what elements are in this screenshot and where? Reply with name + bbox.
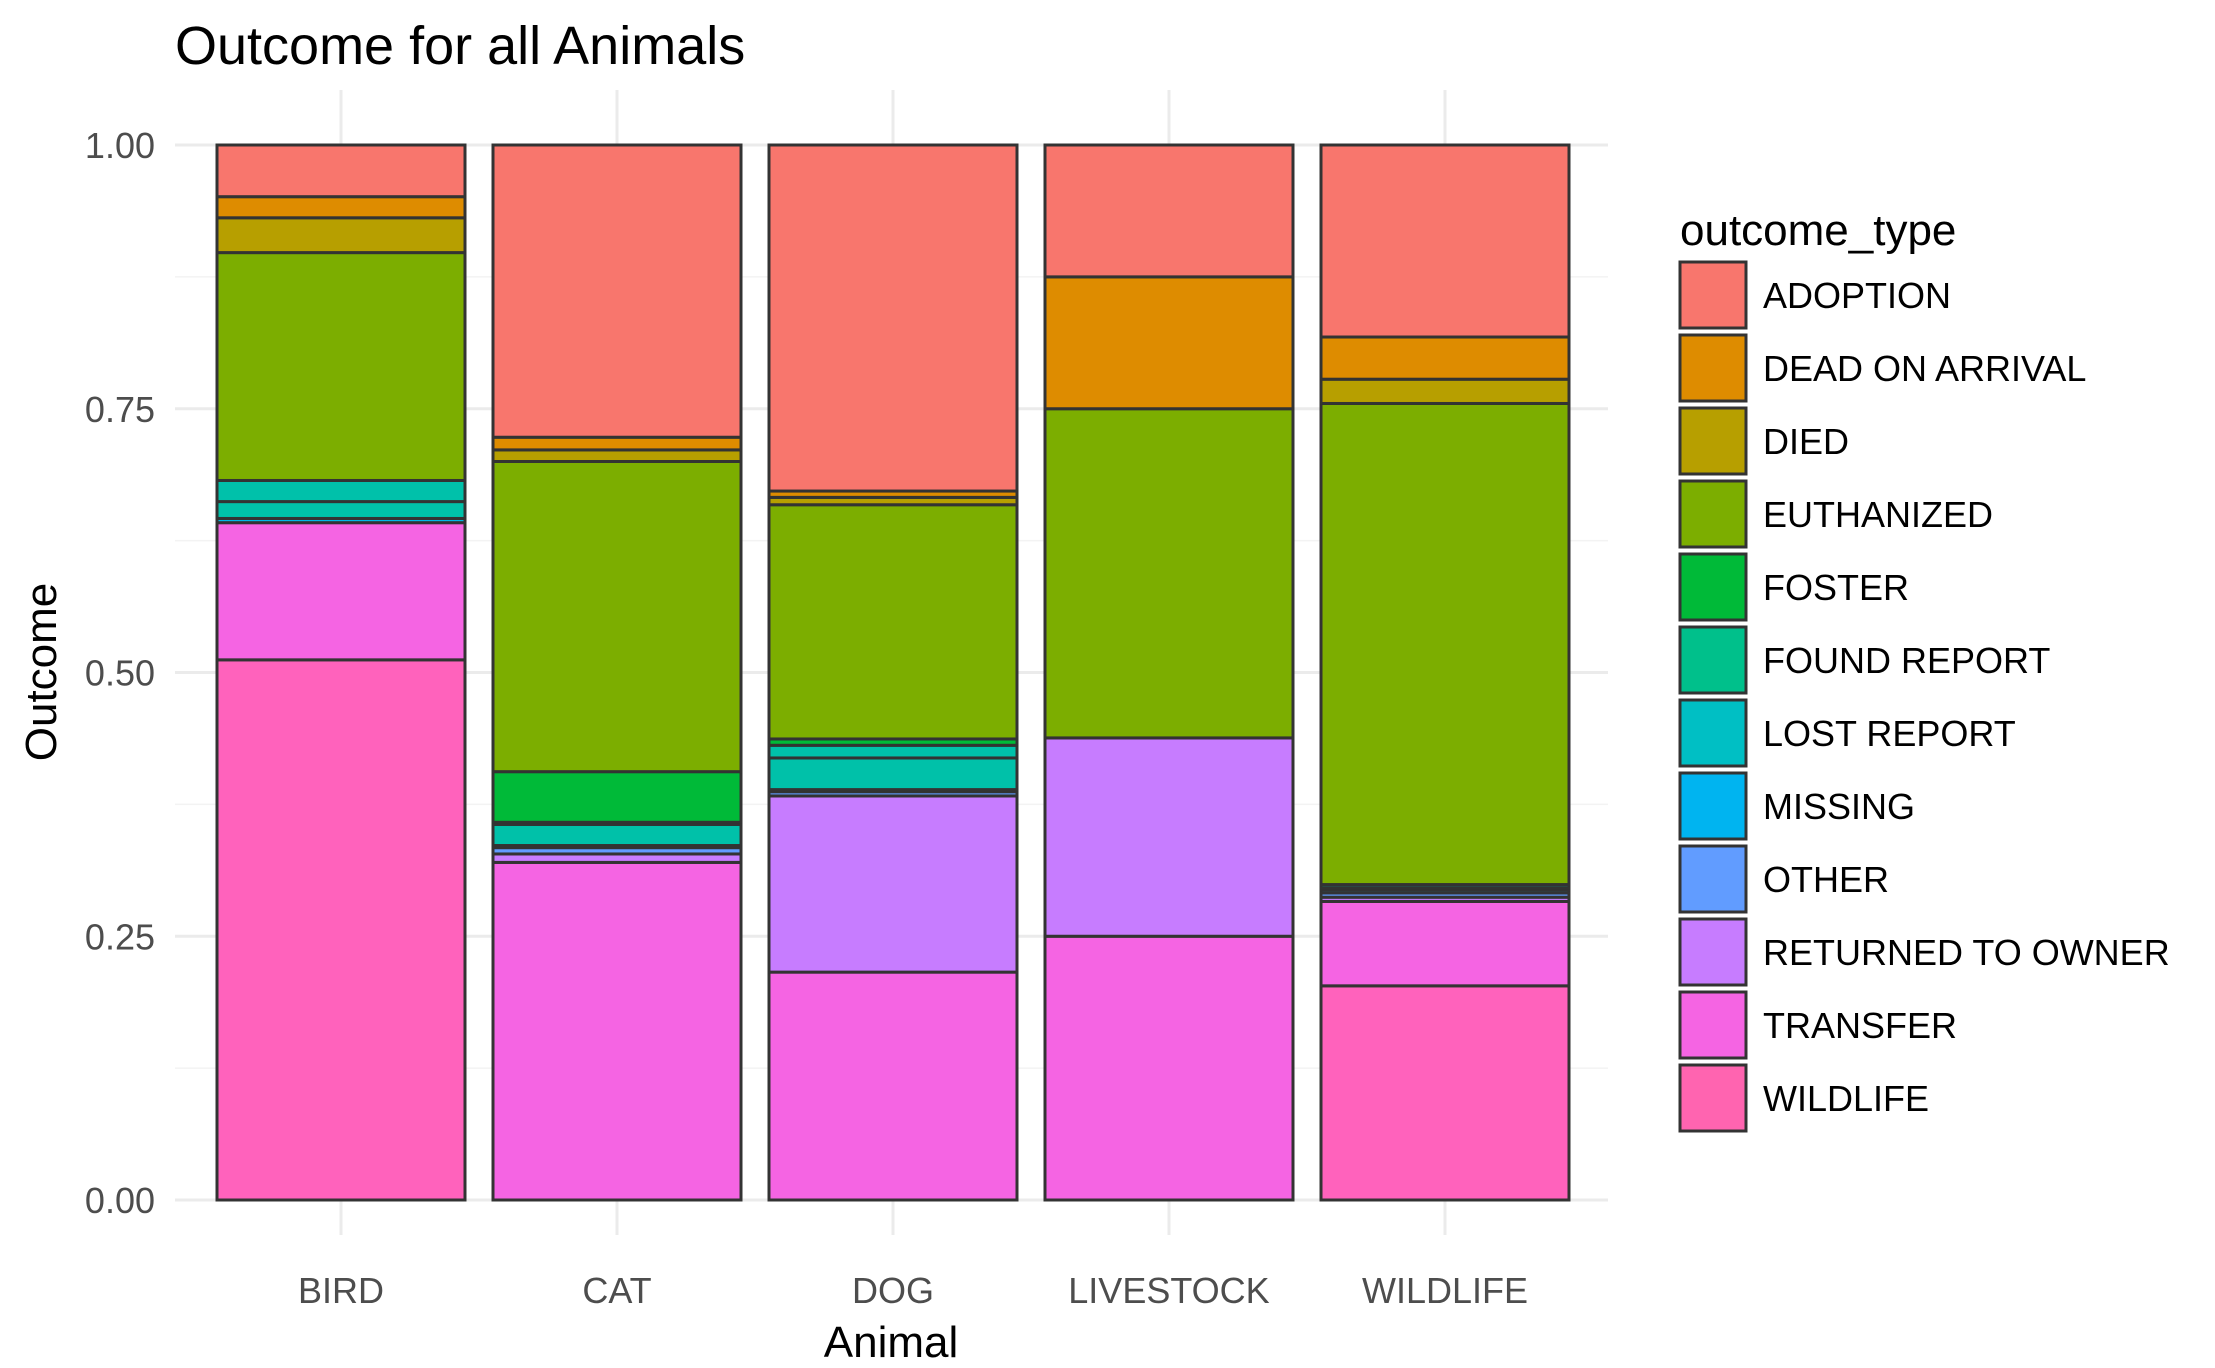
bar-segment-bird-found-report bbox=[215, 478, 467, 504]
legend-swatch bbox=[1678, 917, 1748, 987]
bar-segment-cat-transfer bbox=[491, 860, 743, 1202]
bar-segment-dog-adoption bbox=[767, 143, 1019, 493]
chart-title: Outcome for all Animals bbox=[175, 16, 745, 76]
legend-item-wildlife: WILDLIFE bbox=[1678, 1063, 1929, 1133]
bar-segment-dog-lost-report bbox=[767, 756, 1019, 792]
bar-segment-wildlife-transfer bbox=[1319, 899, 1571, 988]
bar-dog bbox=[767, 143, 1019, 1202]
legend-item-foster: FOSTER bbox=[1678, 552, 1909, 622]
x-tick-label: WILDLIFE bbox=[1362, 1270, 1528, 1311]
legend-label: EUTHANIZED bbox=[1763, 494, 1993, 535]
legend-label: LOST REPORT bbox=[1763, 713, 2016, 754]
legend-label: DIED bbox=[1763, 421, 1849, 462]
legend-swatch bbox=[1678, 479, 1748, 549]
bar-segment-cat-adoption bbox=[491, 143, 743, 439]
bar-segment-wildlife-wildlife bbox=[1319, 984, 1571, 1202]
legend-item-lost-report: LOST REPORT bbox=[1678, 698, 2016, 768]
bar-segment-livestock-dead-on-arrival bbox=[1043, 275, 1295, 411]
bar-segment-cat-foster bbox=[491, 770, 743, 824]
legend-label: WILDLIFE bbox=[1763, 1078, 1929, 1119]
legend-swatch bbox=[1678, 260, 1748, 330]
legend-item-adoption: ADOPTION bbox=[1678, 260, 1951, 330]
legend-item-other: OTHER bbox=[1678, 844, 1889, 914]
bar-segment-dog-transfer bbox=[767, 970, 1019, 1202]
legend-swatch bbox=[1678, 990, 1748, 1060]
legend-item-dead-on-arrival: DEAD ON ARRIVAL bbox=[1678, 333, 2086, 403]
y-axis-title: Outcome bbox=[17, 583, 66, 762]
bar-bird bbox=[215, 143, 467, 1202]
bar-segment-dog-found-report bbox=[767, 743, 1019, 760]
bar-wildlife bbox=[1319, 143, 1571, 1202]
legend-label: TRANSFER bbox=[1763, 1005, 1957, 1046]
legend-label: MISSING bbox=[1763, 786, 1915, 827]
x-axis-ticks: BIRD CAT DOG LIVESTOCK WILDLIFE bbox=[298, 1270, 1528, 1311]
bar-segment-bird-euthanized bbox=[215, 251, 467, 482]
legend-label: ADOPTION bbox=[1763, 275, 1951, 316]
legend-swatch bbox=[1678, 698, 1748, 768]
legend-label: FOSTER bbox=[1763, 567, 1909, 608]
bar-segment-bird-wildlife bbox=[215, 658, 467, 1202]
bar-segment-wildlife-adoption bbox=[1319, 143, 1571, 339]
bar-segment-bird-lost-report bbox=[215, 500, 467, 520]
bar-segment-dog-returned-to-owner bbox=[767, 794, 1019, 974]
y-tick-label: 1.00 bbox=[85, 125, 155, 166]
bar-segment-dog-euthanized bbox=[767, 503, 1019, 741]
y-tick-label: 0.75 bbox=[85, 389, 155, 430]
legend-item-transfer: TRANSFER bbox=[1678, 990, 1957, 1060]
legend-swatch bbox=[1678, 1063, 1748, 1133]
legend-title: outcome_type bbox=[1680, 206, 1956, 255]
legend-item-died: DIED bbox=[1678, 406, 1849, 476]
bar-segment-cat-euthanized bbox=[491, 460, 743, 774]
x-tick-label: CAT bbox=[582, 1270, 651, 1311]
x-axis-title: Animal bbox=[824, 1318, 959, 1367]
legend: outcome_type ADOPTION DEAD ON ARRIVAL DIED… bbox=[1678, 206, 2170, 1133]
bar-segment-cat-dead-on-arrival bbox=[491, 435, 743, 452]
legend-swatch bbox=[1678, 552, 1748, 622]
y-axis-ticks: 0.00 0.25 0.50 0.75 1.00 bbox=[85, 125, 155, 1221]
y-tick-label: 0.25 bbox=[85, 916, 155, 957]
bar-segment-livestock-adoption bbox=[1043, 143, 1295, 279]
bar-livestock bbox=[1043, 143, 1295, 1202]
legend-swatch bbox=[1678, 771, 1748, 841]
bar-segment-bird-adoption bbox=[215, 143, 467, 199]
bar-segment-wildlife-died bbox=[1319, 377, 1571, 405]
bar-segment-livestock-euthanized bbox=[1043, 407, 1295, 740]
y-tick-label: 0.00 bbox=[85, 1180, 155, 1221]
bar-segment-bird-dead-on-arrival bbox=[215, 195, 467, 220]
legend-item-found-report: FOUND REPORT bbox=[1678, 625, 2050, 695]
bars bbox=[215, 143, 1571, 1202]
x-tick-label: DOG bbox=[852, 1270, 934, 1311]
legend-items: ADOPTION DEAD ON ARRIVAL DIED EUTHANIZED FOS… bbox=[1678, 260, 2170, 1133]
legend-item-returned-to-owner: RETURNED TO OWNER bbox=[1678, 917, 2170, 987]
legend-swatch bbox=[1678, 844, 1748, 914]
legend-item-missing: MISSING bbox=[1678, 771, 1915, 841]
bar-segment-livestock-transfer bbox=[1043, 934, 1295, 1202]
legend-swatch bbox=[1678, 406, 1748, 476]
legend-item-euthanized: EUTHANIZED bbox=[1678, 479, 1993, 549]
bar-segment-livestock-returned-to-owner bbox=[1043, 736, 1295, 938]
y-tick-label: 0.50 bbox=[85, 653, 155, 694]
bar-segment-cat-died bbox=[491, 448, 743, 463]
bar-segment-wildlife-dead-on-arrival bbox=[1319, 335, 1571, 381]
x-tick-label: BIRD bbox=[298, 1270, 384, 1311]
bar-segment-bird-transfer bbox=[215, 521, 467, 662]
legend-label: OTHER bbox=[1763, 859, 1889, 900]
legend-label: DEAD ON ARRIVAL bbox=[1763, 348, 2086, 389]
legend-label: RETURNED TO OWNER bbox=[1763, 932, 2170, 973]
bar-segment-wildlife-euthanized bbox=[1319, 401, 1571, 887]
bar-segment-bird-died bbox=[215, 216, 467, 255]
legend-swatch bbox=[1678, 625, 1748, 695]
bar-cat bbox=[491, 143, 743, 1202]
legend-swatch bbox=[1678, 333, 1748, 403]
legend-label: FOUND REPORT bbox=[1763, 640, 2050, 681]
bar-segment-cat-lost-report bbox=[491, 822, 743, 848]
x-tick-label: LIVESTOCK bbox=[1068, 1270, 1269, 1311]
